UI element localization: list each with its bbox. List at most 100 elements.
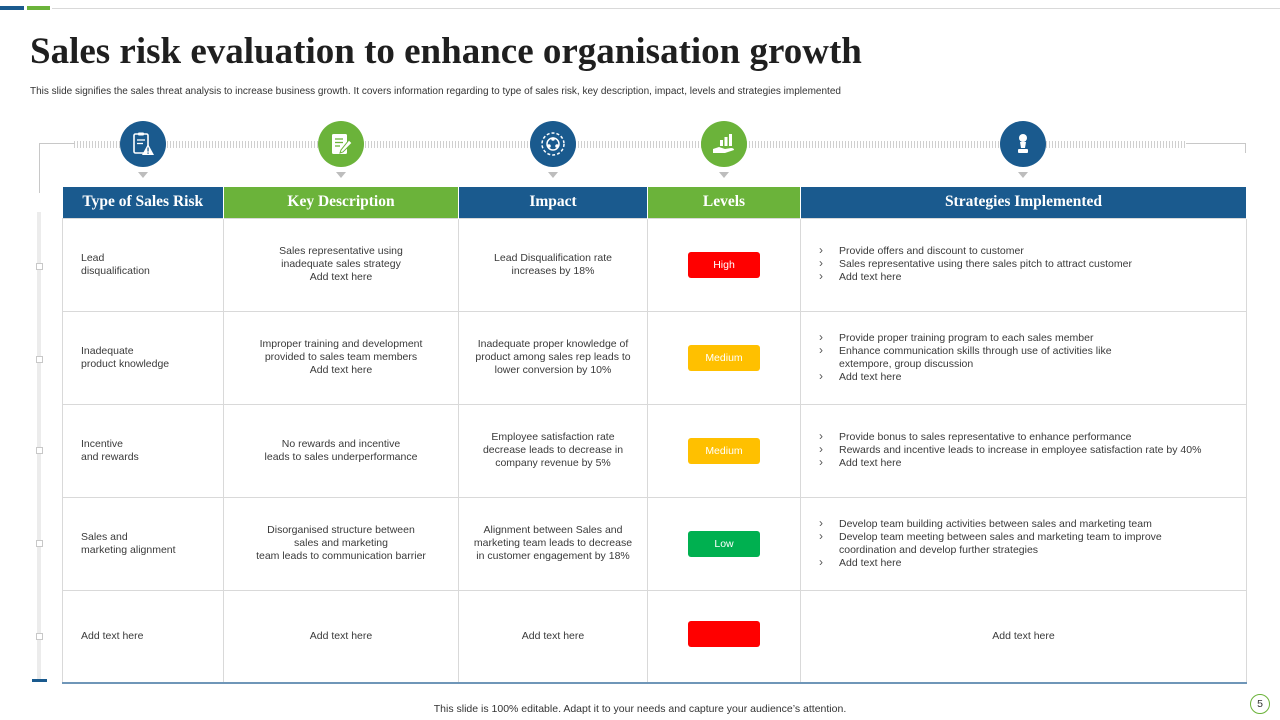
top-accent-green <box>27 6 50 10</box>
impact-line: decrease leads to decrease in <box>482 444 624 456</box>
level-badge-high: High <box>688 251 760 278</box>
description-cell: No rewards and incentive leads to sales … <box>223 403 459 498</box>
table-row: Sales and marketing alignment Disorganis… <box>62 496 1247 591</box>
risk-type-cell: Inadequate product knowledge <box>62 310 224 405</box>
strategy-item: Rewards and incentive leads to increase … <box>819 443 1238 457</box>
checklist-pencil-icon <box>318 121 364 167</box>
impact-line: lower conversion by 10% <box>494 364 612 376</box>
rail-dot <box>36 356 43 363</box>
risk-type-line: disqualification <box>81 264 150 277</box>
table-row: Add text here Add text here Add text her… <box>62 589 1247 684</box>
sales-risk-table: Type of Sales Risk Key Description Impac… <box>62 187 1247 684</box>
level-cell <box>647 589 801 684</box>
level-badge-low: Low <box>688 530 760 557</box>
risk-type-cell: Lead disqualification <box>62 217 224 312</box>
description-line: team leads to communication barrier <box>256 550 426 562</box>
page-number: 5 <box>1250 694 1270 714</box>
risk-type-line: and rewards <box>81 450 139 463</box>
risk-type-line: Sales and <box>81 530 128 543</box>
level-badge-medium: Medium <box>688 344 760 371</box>
strategies-cell: Provide offers and discount to customer … <box>800 217 1247 312</box>
pointer-tip <box>1018 172 1028 178</box>
impact-cell: Add text here <box>458 589 648 684</box>
strategies-cell: Add text here <box>800 589 1247 684</box>
strategy-item: Add text here <box>819 370 1126 384</box>
footer-note: This slide is 100% editable. Adapt it to… <box>433 703 847 715</box>
strategy-item: Add text here <box>819 270 1238 284</box>
hand-chart-icon <box>701 121 747 167</box>
header-strategies: Strategies Implemented <box>800 187 1247 218</box>
side-rail-end <box>32 679 47 682</box>
strategy-item: Enhance communication skills through use… <box>819 344 1126 371</box>
impact-line: Add text here <box>521 629 585 642</box>
description-line: leads to sales underperformance <box>264 450 418 463</box>
rail-dot <box>36 633 43 640</box>
strategy-item: Add text here <box>819 456 1238 470</box>
risk-type-line: Add text here <box>81 629 144 642</box>
level-cell: High <box>647 217 801 312</box>
rail-dot <box>36 540 43 547</box>
header-impact: Impact <box>458 187 648 218</box>
description-line: sales and marketing <box>294 537 388 549</box>
description-line: Improper training and development <box>259 338 423 350</box>
level-cell: Low <box>647 496 801 591</box>
strategies-cell: Provide proper training program to each … <box>800 310 1247 405</box>
description-cell: Disorganised structure between sales and… <box>223 496 459 591</box>
impact-line: in customer engagement by 18% <box>476 550 630 562</box>
rail-dot <box>36 263 43 270</box>
impact-line: marketing team leads to decrease <box>473 537 633 549</box>
dotted-timeline <box>74 141 1186 148</box>
description-line: Add text here <box>309 629 373 642</box>
pointer-tip <box>548 172 558 178</box>
impact-line: company revenue by 5% <box>495 457 611 469</box>
top-divider <box>52 8 1280 9</box>
pointer-tip <box>336 172 346 178</box>
header-levels: Levels <box>647 187 801 218</box>
table-row: Incentive and rewards No rewards and inc… <box>62 403 1247 498</box>
slide-subtitle: This slide signifies the sales threat an… <box>30 86 841 97</box>
risk-type-cell: Sales and marketing alignment <box>62 496 224 591</box>
impact-line: Alignment between Sales and <box>483 524 623 536</box>
strategy-item: Add text here <box>819 556 1176 570</box>
clipboard-warning-icon <box>120 121 166 167</box>
description-line: inadequate sales strategy <box>281 258 401 270</box>
description-line: Add text here <box>309 364 373 376</box>
description-line: provided to sales team members <box>264 351 418 363</box>
strategy-item: Develop team meeting between sales and m… <box>819 530 1176 557</box>
strategy-item: Develop team building activities between… <box>819 517 1176 531</box>
header-type: Type of Sales Risk <box>62 187 224 218</box>
description-cell: Improper training and development provid… <box>223 310 459 405</box>
slide-title: Sales risk evaluation to enhance organis… <box>30 31 862 72</box>
header-description: Key Description <box>223 187 459 218</box>
risk-type-line: Incentive <box>81 437 124 450</box>
risk-type-line: marketing alignment <box>81 543 176 556</box>
impact-line: increases by 18% <box>511 264 595 277</box>
strategy-item: Sales representative using there sales p… <box>819 257 1238 271</box>
strategy-item: Provide offers and discount to customer <box>819 244 1238 258</box>
strategy-item: Provide bonus to sales representative to… <box>819 430 1238 444</box>
top-accent-blue <box>0 6 24 10</box>
strategies-cell: Provide bonus to sales representative to… <box>800 403 1247 498</box>
table-header-row: Type of Sales Risk Key Description Impac… <box>62 187 1247 218</box>
table-row: Inadequate product knowledge Improper tr… <box>62 310 1247 405</box>
strategy-item: Provide proper training program to each … <box>819 331 1126 345</box>
risk-type-line: Lead <box>81 251 105 264</box>
level-badge-medium: Medium <box>688 437 760 464</box>
impact-cell: Lead Disqualification rate increases by … <box>458 217 648 312</box>
side-rail <box>37 212 41 680</box>
risk-type-cell: Add text here <box>62 589 224 684</box>
description-cell: Sales representative using inadequate sa… <box>223 217 459 312</box>
impact-line: Inadequate proper knowledge of <box>477 338 629 350</box>
description-line: Sales representative using <box>279 245 403 257</box>
impact-line: Lead Disqualification rate <box>494 251 612 264</box>
level-cell: Medium <box>647 403 801 498</box>
impact-cell: Inadequate proper knowledge of product a… <box>458 310 648 405</box>
rail-dot <box>36 447 43 454</box>
level-badge-empty <box>688 621 760 648</box>
network-target-icon <box>530 121 576 167</box>
description-line: No rewards and incentive <box>281 437 401 450</box>
description-line: Add text here <box>309 271 373 283</box>
left-bracket <box>39 143 75 193</box>
impact-cell: Alignment between Sales and marketing te… <box>458 496 648 591</box>
chess-pawn-icon <box>1000 121 1046 167</box>
